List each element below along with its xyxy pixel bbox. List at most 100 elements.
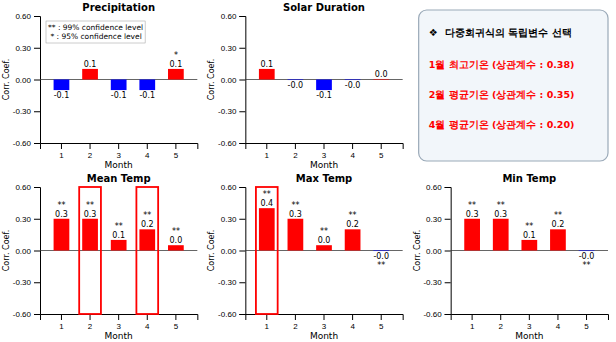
tick-label: 4 [350, 322, 355, 331]
tick-label: 1 [265, 151, 270, 160]
bar [54, 219, 70, 251]
axis-line [41, 144, 198, 150]
tick-label: 2 [293, 322, 298, 331]
tick-mark [34, 80, 40, 81]
data-label: -0.1 [111, 91, 127, 100]
tick-label: -0.60 [423, 310, 442, 319]
bar [111, 80, 127, 91]
y-tick: 0.00 [15, 247, 40, 256]
y-tick: 0.60 [221, 12, 246, 21]
tick-label: -0.30 [218, 107, 237, 116]
tick-mark [239, 111, 245, 112]
tick-mark [445, 282, 451, 283]
significance-star: ** [525, 222, 533, 231]
data-label: 0.1 [523, 231, 536, 240]
significance-star: ** [57, 201, 65, 210]
tick-label: -0.60 [218, 139, 237, 148]
tick-mark [34, 282, 40, 283]
tick-label: 1 [59, 151, 64, 160]
tick-label: 0.30 [221, 215, 237, 224]
x-tick: 1 [59, 143, 64, 160]
significance-star: ** [468, 201, 476, 210]
data-label: -0.0 [288, 81, 304, 90]
x-tick: 3 [322, 143, 327, 160]
y-tick: -0.60 [13, 310, 40, 319]
x-axis: 12345 [451, 314, 608, 331]
bars [259, 69, 389, 90]
y-tick: 0.60 [221, 183, 246, 192]
panel: -0.60-0.300.000.300.60123450.1-0.0-0.1-0… [207, 2, 403, 170]
tick-label: -0.30 [218, 278, 237, 287]
tick-label: -0.60 [13, 310, 32, 319]
tick-mark [445, 219, 451, 220]
tick-mark [445, 251, 451, 252]
x-tick: 1 [265, 314, 270, 331]
y-tick: -0.60 [218, 139, 245, 148]
tick-label: 2 [499, 322, 504, 331]
bar [288, 219, 304, 251]
bar [111, 240, 127, 251]
bar [54, 80, 70, 91]
axis-line [451, 315, 608, 321]
bar [259, 69, 275, 80]
x-tick: 4 [145, 143, 150, 160]
y-axis-title: Corr. Coef. [207, 230, 216, 271]
significance-star: ** [263, 190, 271, 199]
y-tick: -0.60 [423, 310, 450, 319]
tick-mark [586, 314, 587, 320]
x-tick: 3 [116, 314, 121, 331]
tick-label: -0.30 [13, 278, 32, 287]
tick-mark [352, 314, 353, 320]
plot: -0.60-0.300.000.300.60123450.1-0.0-0.1-0… [207, 2, 403, 170]
x-tick: 2 [88, 143, 93, 160]
tick-mark [118, 143, 119, 149]
bars [54, 219, 184, 251]
data-label: 0.3 [84, 210, 97, 219]
x-tick: 1 [470, 314, 475, 331]
info-title: ❖ 다중회귀식의 독립변수 선택 [429, 27, 572, 38]
axis-line [34, 17, 41, 144]
tick-label: 1 [265, 322, 270, 331]
tick-label: 0.30 [15, 44, 31, 53]
tick-label: 0.30 [221, 44, 237, 53]
bar [345, 229, 361, 250]
tick-label: 4 [145, 322, 150, 331]
axis-line [445, 188, 452, 315]
y-tick: 0.30 [221, 215, 246, 224]
tick-mark [34, 314, 40, 315]
tick-label: -0.60 [13, 139, 32, 148]
tick-label: 3 [322, 151, 327, 160]
x-tick: 5 [379, 143, 384, 160]
tick-mark [295, 314, 296, 320]
chart-title: Solar Duration [283, 2, 365, 13]
x-tick: 5 [584, 314, 589, 331]
tick-label: 0.60 [221, 183, 237, 192]
tick-mark [445, 187, 451, 188]
tick-mark [239, 16, 245, 17]
y-axis: -0.60-0.300.000.300.60 [218, 183, 246, 319]
significance-star: ** [86, 201, 94, 210]
tick-mark [529, 314, 530, 320]
x-tick: 5 [174, 143, 179, 160]
tick-mark [175, 143, 176, 149]
data-label: 0.0 [375, 70, 388, 79]
bar [82, 219, 98, 251]
bar [259, 208, 275, 250]
chart-title: Min Temp [502, 173, 556, 184]
data-label: 0.1 [260, 60, 273, 69]
y-tick: 0.30 [426, 215, 451, 224]
significance-star: ** [583, 261, 591, 270]
y-tick: -0.60 [13, 139, 40, 148]
tick-mark [90, 143, 91, 149]
bar [82, 69, 98, 80]
tick-mark [239, 219, 245, 220]
tick-label: 3 [116, 322, 121, 331]
x-axis: 12345 [41, 143, 198, 160]
significance-star: * [174, 51, 178, 60]
y-axis: -0.60-0.300.000.300.60 [423, 183, 451, 319]
bar [168, 245, 184, 250]
tick-mark [472, 314, 473, 320]
y-tick: 0.00 [221, 247, 246, 256]
plot: -0.60-0.300.000.300.60123450.3**0.3**0.1… [2, 173, 198, 341]
y-tick: -0.30 [218, 107, 245, 116]
